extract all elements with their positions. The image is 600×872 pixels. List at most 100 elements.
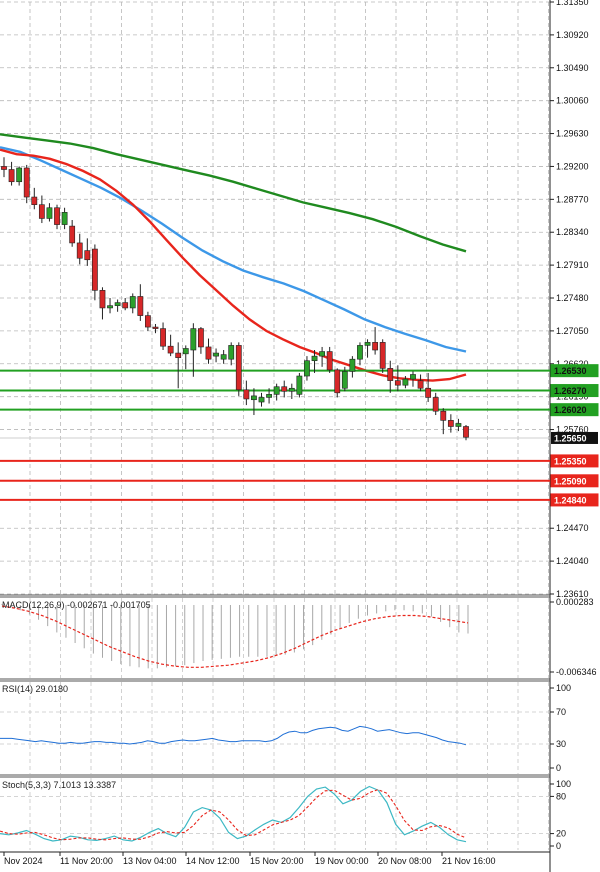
- stoch-label: Stoch(5,3,3) 7.1013 13.3387: [2, 780, 116, 790]
- candle-down: [167, 345, 174, 354]
- stoch-d-line: [0, 789, 467, 841]
- candle-up: [296, 375, 303, 395]
- candle-up: [114, 302, 121, 306]
- macd-signal-line: [1, 605, 469, 668]
- candle-down: [235, 345, 242, 391]
- time-tick-label: 15 Nov 20:00: [250, 856, 304, 866]
- price-tick-label: 1.27480: [556, 293, 589, 303]
- time-tick-label: 21 Nov 16:00: [442, 856, 496, 866]
- candle-down: [54, 207, 60, 225]
- candle-down: [38, 204, 45, 219]
- candle-up: [182, 348, 189, 355]
- time-tick-label: 13 Nov 04:00: [123, 856, 177, 866]
- stoch-tick-label: 100: [556, 779, 571, 789]
- candle-down: [440, 410, 447, 421]
- price-tick-label: 1.29200: [556, 161, 589, 171]
- ma-slow-line: [0, 133, 467, 253]
- rsi-line: [0, 725, 467, 746]
- resistance-level-tag: [550, 403, 599, 417]
- candle-up: [273, 386, 280, 395]
- stoch-tick-label: 80: [556, 791, 566, 801]
- candle-up: [349, 358, 356, 372]
- time-tick-label: 11 Nov 20:00: [60, 856, 113, 866]
- resistance-level-tag-label: 1.26020: [554, 405, 587, 415]
- candle-down: [152, 326, 159, 329]
- candle-down: [160, 328, 166, 347]
- rsi-panel: 100 70 30 0: [0, 682, 571, 774]
- time-tick-label: 19 Nov 00:00: [315, 856, 369, 866]
- rsi-tick-label: 70: [556, 707, 566, 717]
- candlesticks: [1, 157, 469, 441]
- stoch-tick-label: 20: [556, 829, 566, 839]
- candle-down: [243, 389, 250, 400]
- candle-up: [61, 212, 68, 225]
- candle-up: [251, 395, 257, 401]
- candle-down: [387, 368, 394, 381]
- candle-down: [198, 328, 204, 348]
- candle-down: [122, 302, 129, 309]
- candle-up: [258, 397, 265, 403]
- support-level-tag-label: 1.24840: [554, 495, 587, 505]
- support-level-tag: [550, 474, 599, 488]
- resistance-level-tag-label: 1.26270: [554, 386, 587, 396]
- price-axis: 1.31350 1.30920 1.30490 1.30060 1.29630 1.292…: [550, 0, 589, 599]
- candle-down: [417, 380, 424, 389]
- price-tick-label: 1.28770: [556, 194, 589, 204]
- candle-down: [31, 196, 38, 205]
- price-tick-label: 1.24470: [556, 523, 589, 533]
- support-level-tag-label: 1.25350: [554, 456, 587, 466]
- time-tick-label: 20 Nov 08:00: [378, 856, 432, 866]
- candle-down: [205, 346, 212, 360]
- candle-up: [213, 352, 219, 357]
- current-price-tag: [551, 431, 598, 444]
- candle-up: [46, 207, 53, 219]
- candle-down: [84, 250, 91, 261]
- time-tick-label: 14 Nov 12:00: [186, 856, 240, 866]
- candle-down: [281, 386, 288, 392]
- candle-up: [311, 355, 318, 362]
- stoch-panel: 100 80 20 0: [0, 778, 571, 851]
- resistance-level-tag: [550, 384, 599, 398]
- candle-down: [76, 242, 83, 259]
- resistance-level-tag-label: 1.26530: [554, 366, 587, 376]
- price-tick-label: 1.26620: [556, 359, 589, 369]
- price-tick-label: 1.25760: [556, 425, 589, 435]
- price-tick-label: 1.30920: [556, 30, 589, 40]
- candle-down: [379, 342, 386, 369]
- candle-down: [394, 380, 401, 386]
- candle-down: [69, 225, 76, 244]
- candle-up: [266, 394, 272, 398]
- candle-up: [410, 374, 416, 380]
- candle-down: [99, 290, 106, 309]
- candle-down: [326, 351, 333, 371]
- candle-down: [137, 296, 144, 316]
- candle-up: [129, 296, 136, 309]
- price-tick-label: 1.24040: [556, 556, 589, 566]
- candle-down: [447, 420, 454, 427]
- candle-down: [91, 248, 98, 291]
- price-tick-label: 1.29630: [556, 129, 589, 139]
- stoch-tick-label: 0: [556, 841, 561, 851]
- candle-down: [1, 166, 7, 170]
- candle-up: [16, 167, 23, 183]
- support-level-tag: [550, 493, 599, 507]
- candle-up: [190, 328, 197, 351]
- macd-tick-label: -0.006346: [556, 667, 597, 677]
- price-tick-label: 1.28340: [556, 227, 589, 237]
- rsi-tick-label: 100: [556, 683, 571, 693]
- rsi-label: RSI(14) 29.0180: [2, 684, 68, 694]
- rsi-tick-label: 0: [556, 763, 561, 773]
- candle-down: [372, 342, 379, 351]
- time-axis: Nov 2024 11 Nov 20:00 13 Nov 04:00 14 Nov 1…: [0, 851, 550, 866]
- candle-up: [304, 360, 310, 377]
- macd-label: MACD(12,26,9) -0.002671 -0.001705: [2, 600, 151, 610]
- price-tick-label: 1.23610: [556, 589, 589, 599]
- time-tick-label: Nov 2024: [4, 856, 43, 866]
- main-grid: [0, 0, 551, 872]
- price-tick-label: 1.30060: [556, 96, 589, 106]
- price-tick-label: 1.27050: [556, 326, 589, 336]
- candle-up: [402, 378, 409, 386]
- rsi-tick-label: 30: [556, 739, 566, 749]
- price-tick-label: 1.30490: [556, 63, 589, 73]
